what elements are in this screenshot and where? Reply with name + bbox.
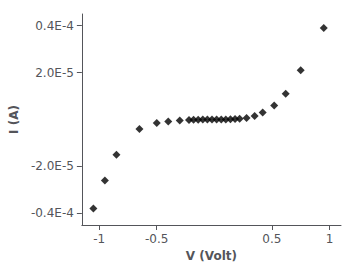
svg-text:0.5: 0.5 xyxy=(262,232,281,246)
svg-text:-2.0E-5: -2.0E-5 xyxy=(31,159,74,173)
svg-text:-0.4E-4: -0.4E-4 xyxy=(31,206,74,220)
svg-text:I (A): I (A) xyxy=(7,105,21,134)
svg-text:0.4E-4: 0.4E-4 xyxy=(35,19,74,33)
svg-text:-1: -1 xyxy=(93,232,105,246)
svg-text:2.0E-5: 2.0E-5 xyxy=(35,66,74,80)
svg-text:1: 1 xyxy=(326,232,334,246)
svg-text:-0.5: -0.5 xyxy=(145,232,168,246)
svg-text:V (Volt): V (Volt) xyxy=(186,249,237,263)
